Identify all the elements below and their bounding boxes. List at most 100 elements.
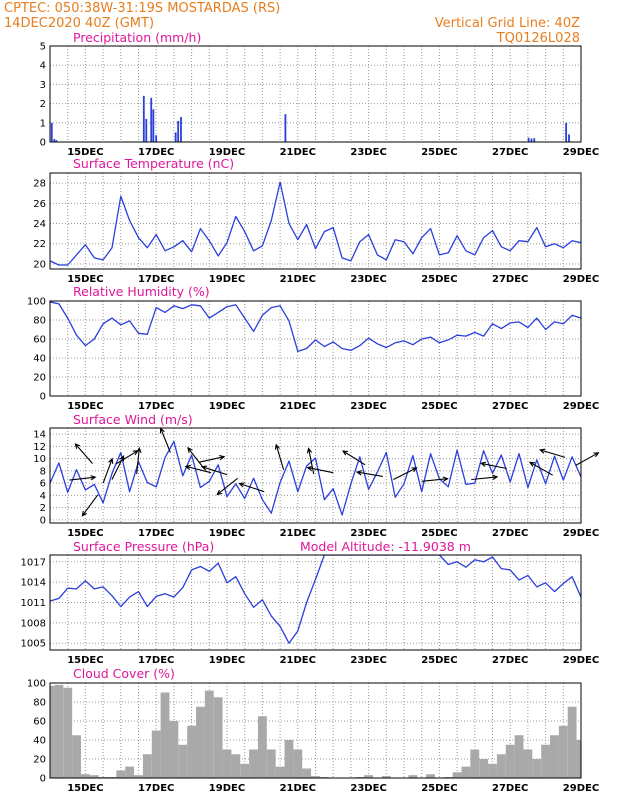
precip-xtick-label: 15DEC — [67, 147, 103, 158]
cloud-bar — [240, 763, 250, 778]
header-date: 14DEC2020 40Z (GMT) — [4, 16, 154, 31]
wind-ytick-label: 2 — [40, 503, 46, 514]
cloud-bar — [302, 768, 312, 778]
precip-bar — [53, 139, 56, 142]
cloud-panel-title: Cloud Cover (%) — [73, 666, 175, 681]
temperature-panel-title: Surface Temperature (nC) — [73, 156, 234, 171]
wind-ytick-label: 4 — [40, 491, 46, 502]
cloud-xtick-label: 15DEC — [67, 783, 103, 794]
precip-panel-title: Precipitation (mm/h) — [73, 30, 201, 45]
precip-xtick-label: 25DEC — [421, 147, 457, 158]
wind-xtick-label: 25DEC — [421, 528, 457, 539]
cloud-bar — [178, 744, 188, 778]
cloud-ytick-label: 80 — [33, 698, 46, 709]
cloud-bar — [541, 744, 551, 778]
cloud-bar — [187, 725, 197, 778]
precip-bar — [50, 122, 53, 142]
cloud-bar — [222, 749, 232, 778]
precip-ytick-label: 1 — [40, 118, 46, 129]
precip-xtick-label: 27DEC — [492, 147, 528, 158]
wind-vector-arrow — [528, 461, 553, 476]
temperature-ytick-label: 24 — [33, 219, 46, 230]
temperature-xtick-label: 29DEC — [563, 274, 599, 285]
wind-xtick-label: 21DEC — [280, 528, 316, 539]
cloud-bar — [479, 759, 489, 778]
precip-xtick-label: 29DEC — [563, 147, 599, 158]
humidity-ytick-label: 20 — [33, 373, 46, 384]
wind-panel-title: Surface Wind (m/s) — [73, 412, 193, 427]
humidity-panel: 0 20 40 60 80 100 15DEC 17DEC 19DEC 21DEC 23DEC 25D… — [27, 297, 599, 413]
cloud-bar — [532, 759, 542, 778]
wind-xtick-label: 17DEC — [138, 528, 174, 539]
humidity-ytick-label: 80 — [33, 316, 46, 327]
precip-bar — [142, 95, 145, 142]
pressure-panel-title: Surface Pressure (hPa) — [73, 539, 214, 554]
cloud-bar — [550, 735, 559, 778]
wind-vector-arrow — [306, 465, 334, 474]
precip-xtick-label: 23DEC — [350, 147, 386, 158]
pressure-xtick-label: 23DEC — [350, 655, 386, 666]
wind-ytick-label: 14 — [33, 430, 46, 441]
cloud-bar — [576, 740, 581, 778]
cloud-xtick-label: 19DEC — [209, 783, 245, 794]
humidity-xtick-label: 17DEC — [138, 401, 174, 412]
precip-bar — [284, 114, 287, 142]
cloud-bar — [125, 766, 135, 778]
cloud-bar — [408, 775, 418, 778]
cloud-bar — [293, 749, 303, 778]
cloud-xtick-label: 21DEC — [280, 783, 316, 794]
pressure-xtick-label: 15DEC — [67, 655, 103, 666]
precip-bar — [152, 109, 155, 142]
cloud-bar — [461, 766, 471, 778]
humidity-xtick-label: 23DEC — [350, 401, 386, 412]
cloud-bar — [284, 740, 294, 778]
wind-vector-arrow — [479, 461, 507, 470]
cloud-ytick-label: 60 — [33, 717, 46, 728]
cloud-bar — [426, 774, 435, 778]
wind-vector-arrow — [471, 474, 499, 481]
cloud-bar — [196, 706, 205, 778]
wind-vector-arrow — [136, 446, 142, 475]
cloud-ytick-label: 20 — [33, 755, 46, 766]
temperature-series-line — [50, 181, 581, 266]
wind-vector-arrow — [81, 494, 99, 517]
wind-vector-arrow — [184, 464, 212, 474]
precip-bar — [177, 120, 180, 142]
wind-vector-arrow — [102, 457, 114, 484]
humidity-frame — [49, 300, 582, 397]
wind-vector-arrow — [341, 450, 366, 466]
cloud-bar — [151, 730, 161, 778]
wind-vector-arrow — [421, 476, 449, 482]
pressure-xtick-label: 25DEC — [421, 655, 457, 666]
precip-bar — [55, 140, 58, 142]
cloud-bar — [257, 716, 267, 778]
pressure-xtick-label: 27DEC — [492, 655, 528, 666]
temperature-xtick-label: 19DEC — [209, 274, 245, 285]
wind-vector-arrow — [306, 447, 315, 475]
temperature-ytick-label: 20 — [33, 259, 46, 270]
precip-bar — [533, 138, 536, 142]
precip-xtick-label: 21DEC — [280, 147, 316, 158]
wind-xtick-label: 19DEC — [209, 528, 245, 539]
precip-ytick-label: 3 — [40, 80, 46, 91]
cloud-bar — [89, 775, 99, 778]
pressure-ytick-label: 1014 — [21, 578, 46, 589]
cloud-bar — [249, 749, 258, 778]
cloud-bar — [80, 774, 90, 778]
cloud-bar — [381, 776, 391, 778]
wind-vector-arrow — [187, 446, 205, 469]
precip-bar — [568, 134, 570, 142]
pressure-series-line — [50, 555, 581, 644]
cloud-bar — [50, 685, 55, 778]
cloud-panel: 0 20 40 60 80 100 15DEC 17DEC 19DEC 21DEC 23DEC 25D… — [27, 679, 599, 795]
cloud-xtick-label: 23DEC — [350, 783, 386, 794]
precip-bar — [174, 132, 177, 142]
pressure-xtick-label: 21DEC — [280, 655, 316, 666]
cloud-bar — [311, 776, 320, 778]
temperature-frame — [49, 172, 582, 270]
humidity-xtick-label: 25DEC — [421, 401, 457, 412]
precip-ytick-label: 4 — [40, 61, 46, 72]
wind-vector-arrow — [216, 477, 238, 496]
cloud-xtick-label: 25DEC — [421, 783, 457, 794]
wind-vector-arrow — [200, 465, 228, 476]
